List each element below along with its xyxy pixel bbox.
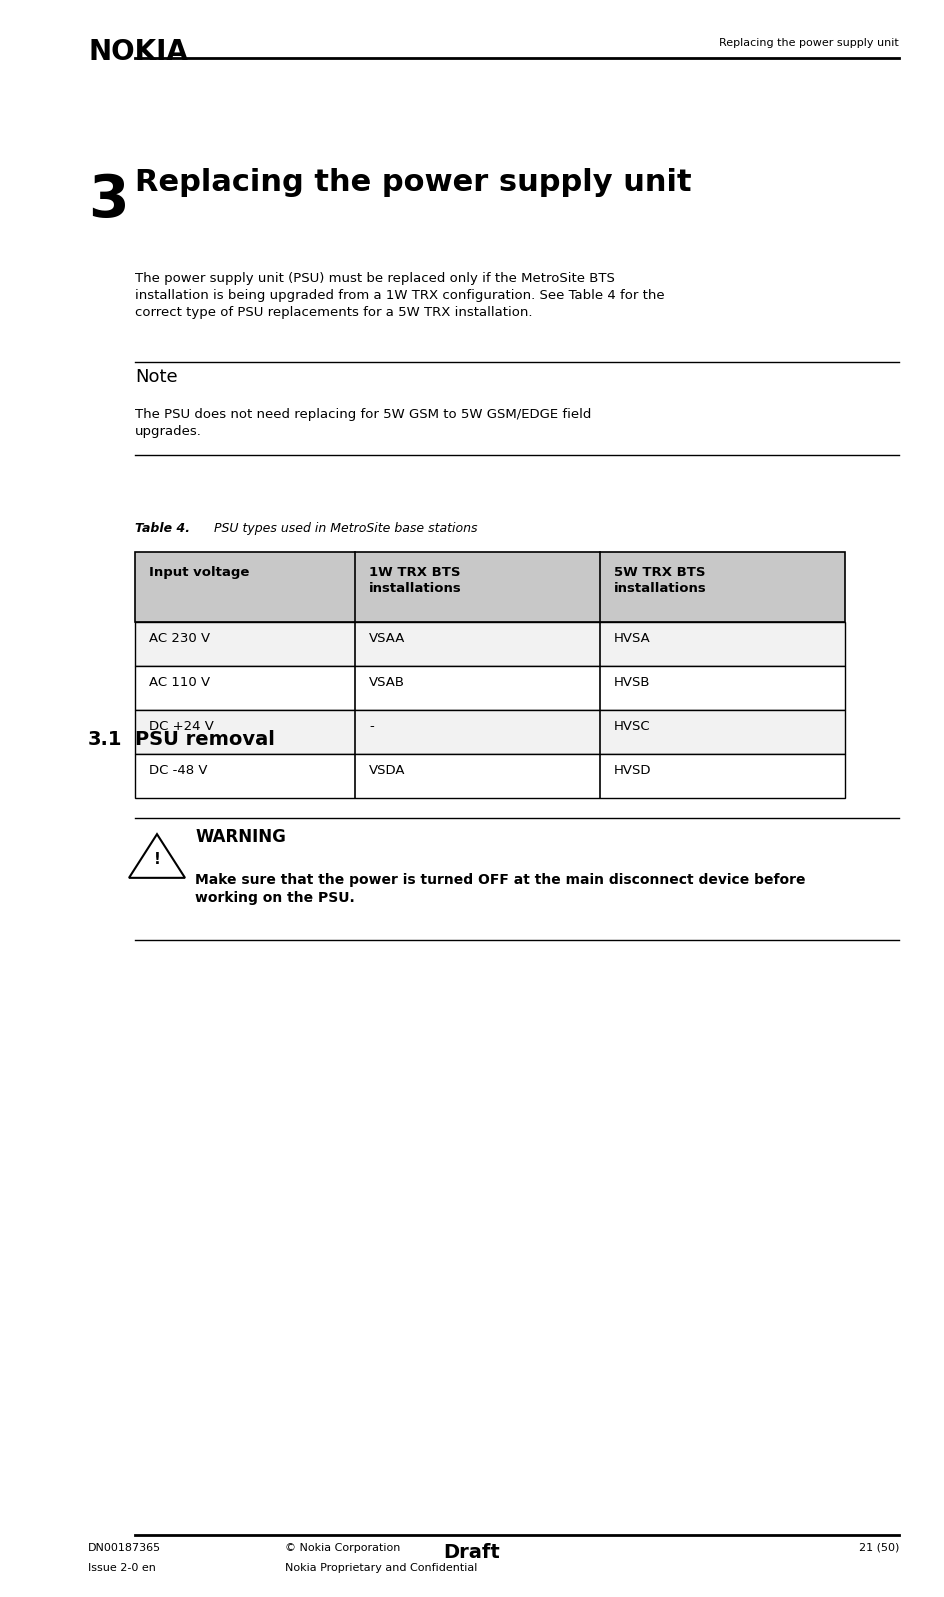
Text: 1W TRX BTS
installations: 1W TRX BTS installations	[369, 565, 462, 596]
Text: 5W TRX BTS
installations: 5W TRX BTS installations	[614, 565, 707, 596]
Text: 21 (50): 21 (50)	[859, 1543, 899, 1552]
Text: HVSC: HVSC	[614, 720, 650, 733]
Text: Replacing the power supply unit: Replacing the power supply unit	[135, 168, 692, 196]
Bar	[135, 553, 845, 621]
Text: !: !	[154, 853, 160, 867]
Text: NOKIA: NOKIA	[88, 38, 188, 65]
Bar	[135, 711, 845, 754]
Text: DC +24 V: DC +24 V	[149, 720, 214, 733]
Bar	[135, 621, 845, 666]
Text: The power supply unit (PSU) must be replaced only if the MetroSite BTS
installat: The power supply unit (PSU) must be repl…	[135, 271, 665, 319]
Text: PSU removal: PSU removal	[135, 730, 275, 749]
Text: Note: Note	[135, 367, 177, 386]
Bar	[135, 666, 845, 711]
Text: Input voltage: Input voltage	[149, 565, 249, 580]
Text: 3: 3	[88, 172, 128, 228]
Text: Make sure that the power is turned OFF at the main disconnect device before
work: Make sure that the power is turned OFF a…	[195, 874, 805, 905]
Text: VSAB: VSAB	[369, 676, 405, 688]
Text: PSU types used in MetroSite base stations: PSU types used in MetroSite base station…	[190, 522, 478, 535]
Text: Table 4.: Table 4.	[135, 522, 190, 535]
Text: HVSB: HVSB	[614, 676, 650, 688]
Text: WARNING: WARNING	[195, 827, 286, 846]
Text: VSAA: VSAA	[369, 632, 405, 645]
Text: VSDA: VSDA	[369, 763, 406, 778]
Polygon shape	[129, 834, 185, 878]
Text: Nokia Proprietary and Confidential: Nokia Proprietary and Confidential	[285, 1563, 478, 1573]
Text: DN00187365: DN00187365	[88, 1543, 161, 1552]
Text: AC 110 V: AC 110 V	[149, 676, 211, 688]
Bar	[135, 754, 845, 798]
Text: Draft: Draft	[444, 1543, 500, 1562]
Text: The PSU does not need replacing for 5W GSM to 5W GSM/EDGE field
upgrades.: The PSU does not need replacing for 5W G…	[135, 407, 591, 438]
Text: HVSA: HVSA	[614, 632, 650, 645]
Text: Issue 2-0 en: Issue 2-0 en	[88, 1563, 156, 1573]
Text: DC -48 V: DC -48 V	[149, 763, 208, 778]
Text: -: -	[369, 720, 374, 733]
Text: AC 230 V: AC 230 V	[149, 632, 211, 645]
Text: 3.1: 3.1	[88, 730, 123, 749]
Text: Replacing the power supply unit: Replacing the power supply unit	[719, 38, 899, 48]
Text: © Nokia Corporation: © Nokia Corporation	[285, 1543, 400, 1552]
Text: HVSD: HVSD	[614, 763, 651, 778]
